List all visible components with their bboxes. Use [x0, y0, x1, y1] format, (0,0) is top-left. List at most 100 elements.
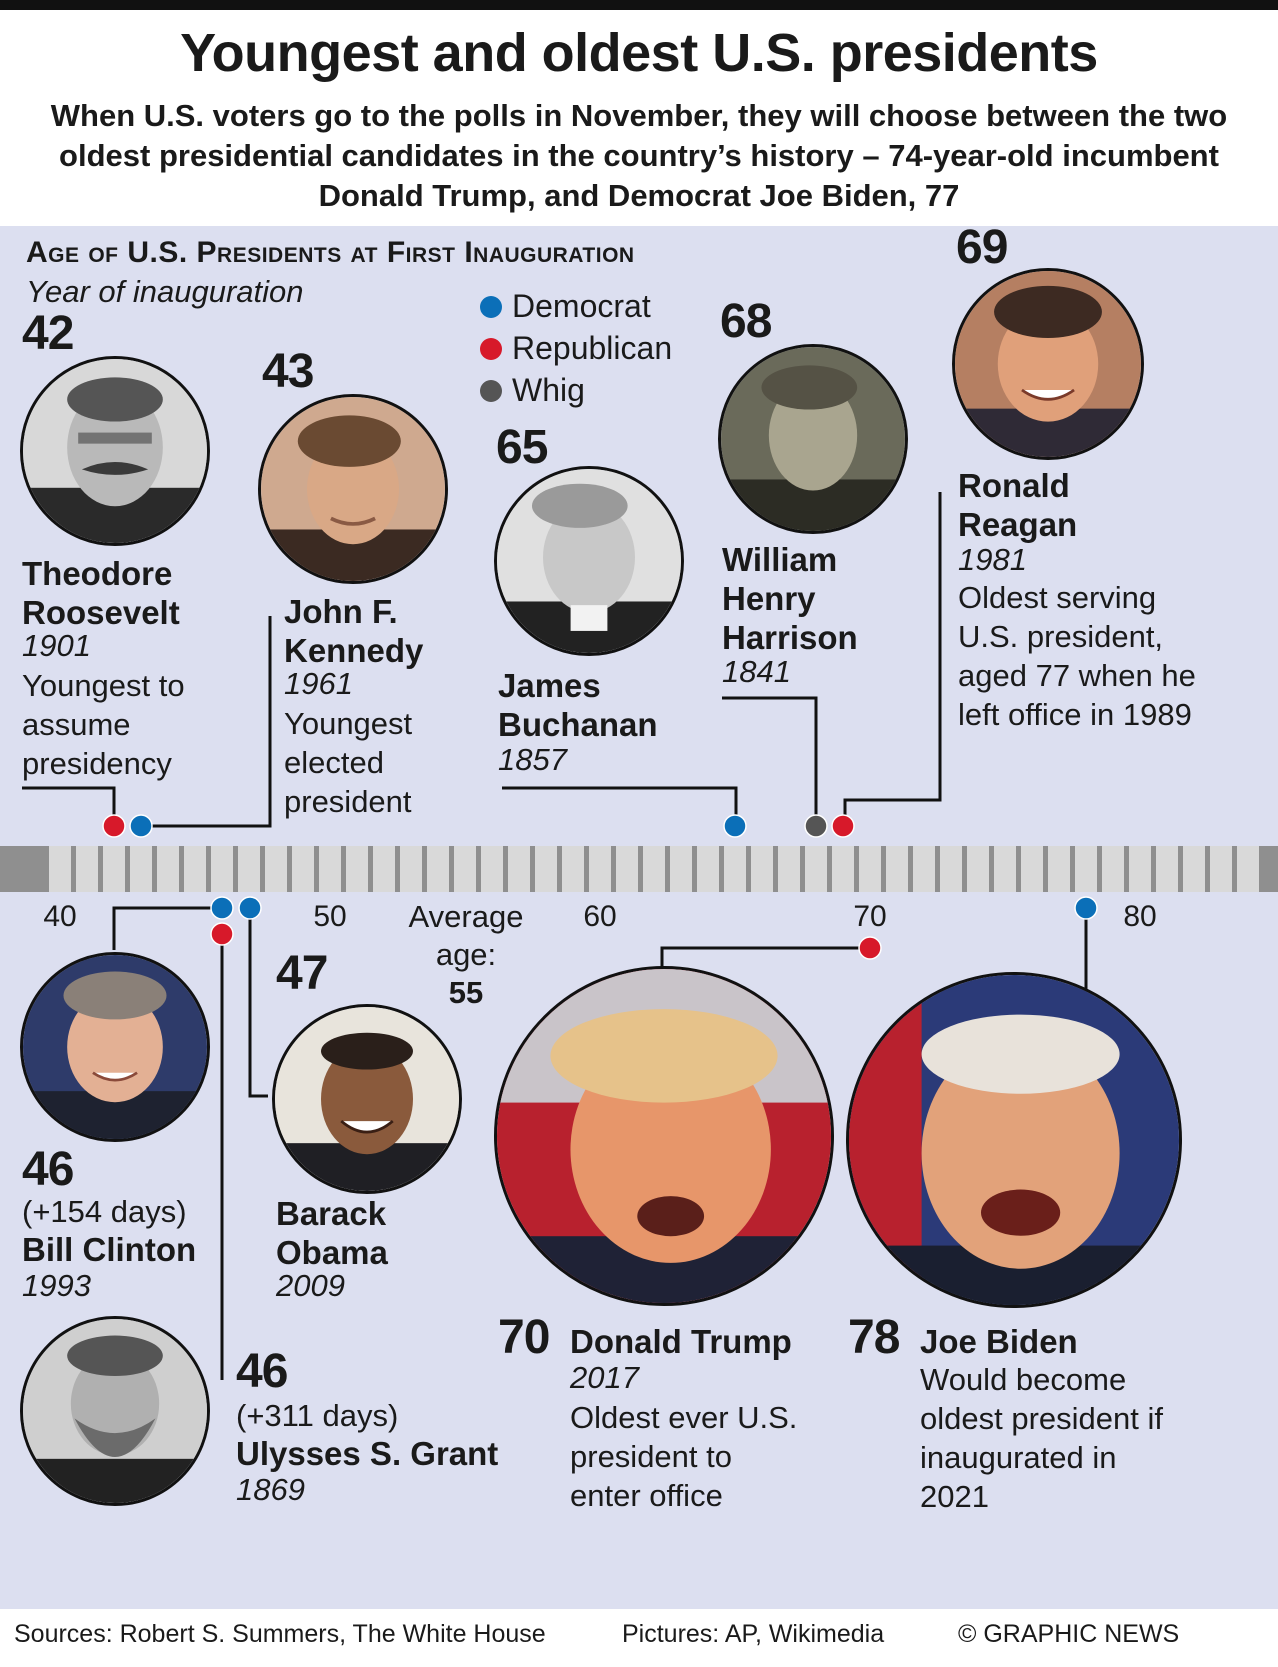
axis-year-cell	[481, 846, 503, 892]
average-label-text: Average age:	[408, 899, 524, 972]
axis-year-cell	[373, 846, 395, 892]
roosevelt-note: Youngest to assume presidency	[22, 668, 185, 781]
axis-year-cell	[76, 846, 98, 892]
dot-ronald-reagan	[831, 814, 855, 838]
legend-label-whig: Whig	[512, 372, 585, 408]
axis-year-cell	[211, 846, 233, 892]
axis-year-cell	[130, 846, 152, 892]
axis-year-cell	[49, 846, 71, 892]
axis-year-cell	[1237, 846, 1259, 892]
roosevelt-age: 42	[22, 307, 74, 360]
obama-portrait	[272, 1004, 462, 1194]
axis-year-cell	[940, 846, 962, 892]
reagan-name: Ronald Reagan	[958, 467, 1078, 543]
reagan-age: 69	[956, 221, 1008, 274]
grant-name: Ulysses S. Grant	[236, 1435, 499, 1472]
obama-age: 47	[276, 947, 328, 1000]
age-axis-band	[0, 846, 1278, 892]
axis-year-cell	[508, 846, 530, 892]
axis-year-cell	[886, 846, 908, 892]
connector-line-6	[248, 908, 268, 1098]
obama-year: 2009	[276, 1268, 345, 1303]
axis-year-cell	[454, 846, 476, 892]
axis-year-cell	[535, 846, 557, 892]
grant-year: 1869	[236, 1472, 305, 1507]
tick-label-60: 60	[583, 900, 616, 933]
axis-year-cell	[1102, 846, 1124, 892]
page-title: Youngest and oldest U.S. presidents	[180, 23, 1098, 83]
biden-name: Joe Biden	[920, 1323, 1078, 1360]
axis-year-cell	[751, 846, 773, 892]
axis-year-cell	[238, 846, 260, 892]
average-label-value: 55	[448, 975, 484, 1010]
grant-age: 46	[236, 1345, 288, 1398]
roosevelt-name: Theodore Roosevelt	[22, 555, 180, 631]
connector-line-4	[843, 492, 942, 826]
connector-lines	[22, 492, 1088, 1380]
legend-item-republican: Republican	[480, 330, 672, 367]
axis-year-cell	[1021, 846, 1043, 892]
tick-label-50: 50	[313, 900, 346, 933]
dot-bill-clinton	[210, 896, 234, 920]
biden-portrait	[846, 972, 1182, 1308]
legend-dot-republican	[480, 337, 502, 360]
axis-year-cell	[400, 846, 422, 892]
buchanan-year: 1857	[498, 742, 567, 777]
clinton-name: Bill Clinton	[22, 1231, 197, 1268]
kennedy-note: Youngest elected president	[284, 706, 413, 819]
trump-year: 2017	[570, 1360, 639, 1395]
dot-ulysses-s-grant	[210, 922, 234, 946]
harrison-age: 68	[720, 295, 772, 348]
chart-title: Age of U.S. Presidents at First Inaugura…	[26, 236, 635, 269]
president-dots	[102, 814, 1098, 960]
year-note: Year of inauguration	[26, 274, 304, 309]
axis-year-cell	[319, 846, 341, 892]
dot-james-buchanan	[723, 814, 747, 838]
axis-year-cell	[1210, 846, 1232, 892]
axis-year-cell	[1183, 846, 1205, 892]
dot-william-henry-harrison	[804, 814, 828, 838]
axis-year-cell	[913, 846, 935, 892]
footer-pictures: Pictures: AP, Wikimedia	[622, 1620, 885, 1648]
trump-note: Oldest ever U.S. president to enter offi…	[570, 1400, 798, 1513]
axis-year-cell	[778, 846, 800, 892]
legend-label-republican: Republican	[512, 330, 673, 366]
dot-barack-obama	[238, 896, 262, 920]
dot-joe-biden	[1074, 896, 1098, 920]
harrison-name: William Henry Harrison	[722, 541, 858, 656]
harrison-year: 1841	[722, 654, 791, 689]
axis-year-cell	[967, 846, 989, 892]
tick-label-40: 40	[43, 900, 76, 933]
axis-year-cell	[1156, 846, 1178, 892]
axis-year-cell	[643, 846, 665, 892]
tick-label-70: 70	[853, 900, 886, 933]
axis-year-cell	[157, 846, 179, 892]
page-subtitle: When U.S. voters go to the polls in Nove…	[50, 98, 1228, 213]
biden-note: Would become oldest president if inaugur…	[920, 1362, 1163, 1514]
axis-year-cell	[832, 846, 854, 892]
axis-year-cell	[184, 846, 206, 892]
reagan-note: Oldest serving U.S. president, aged 77 w…	[958, 580, 1196, 732]
connector-line-0	[22, 786, 116, 826]
dot-donald-trump	[858, 936, 882, 960]
clinton-days: (+154 days)	[22, 1194, 187, 1229]
roosevelt-year: 1901	[22, 628, 91, 663]
legend-label-democrat: Democrat	[512, 288, 651, 324]
axis-year-cell	[859, 846, 881, 892]
buchanan-age: 65	[496, 421, 548, 474]
kennedy-name: John F. Kennedy	[284, 593, 424, 669]
grant-days: (+311 days)	[236, 1398, 399, 1433]
connector-line-5	[112, 906, 222, 950]
axis-year-cell	[805, 846, 827, 892]
dot-theodore-roosevelt	[102, 814, 126, 838]
connector-line-8	[660, 946, 872, 968]
roosevelt-portrait	[20, 356, 210, 546]
connector-line-3	[722, 696, 818, 826]
axis-year-cell	[1048, 846, 1070, 892]
kennedy-portrait	[258, 394, 448, 584]
axis-year-cell	[562, 846, 584, 892]
axis-year-cell	[1075, 846, 1097, 892]
axis-year-cell	[670, 846, 692, 892]
axis-year-cell	[994, 846, 1016, 892]
